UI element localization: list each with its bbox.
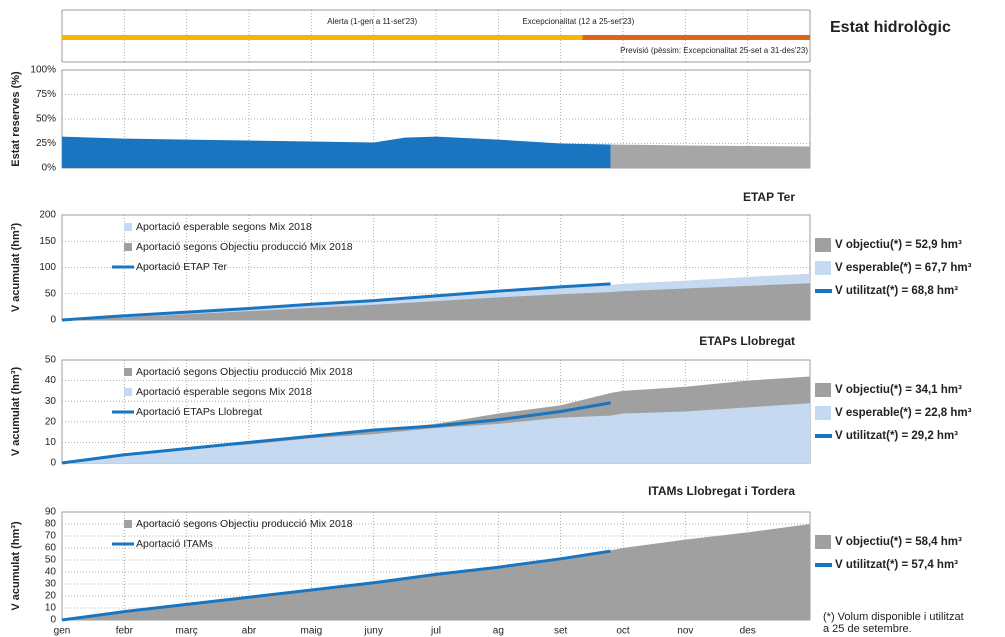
y-axis-label: Estat reserves (%): [10, 71, 22, 167]
footnote: a 25 de setembre.: [823, 623, 912, 635]
y-tick-label: 25%: [36, 138, 56, 149]
summary-text: V objectiu(*) = 58,4 hm³: [835, 536, 962, 548]
area: [610, 144, 810, 168]
area: [62, 524, 810, 620]
summary-swatch: [815, 406, 831, 420]
legend-label: Aportació esperable segons Mix 2018: [136, 221, 312, 233]
summary-text: V esperable(*) = 67,7 hm³: [835, 262, 972, 274]
chart-title: ITAMs Llobregat i Tordera: [648, 484, 795, 498]
summary-text: V esperable(*) = 22,8 hm³: [835, 407, 972, 419]
y-tick-label: 75%: [36, 89, 56, 100]
x-tick-label: maig: [300, 626, 322, 637]
chart-title: ETAPs Llobregat: [699, 334, 795, 348]
y-tick-label: 90: [45, 507, 57, 518]
x-tick-label: oct: [616, 626, 630, 637]
status-label: Alerta (1-gen a 11-set'23): [327, 17, 417, 26]
x-tick-label: abr: [242, 626, 257, 637]
y-tick-label: 150: [39, 236, 56, 247]
chart-title: ETAP Ter: [743, 190, 795, 204]
legend-swatch: [124, 223, 132, 231]
summary-text: V objectiu(*) = 52,9 hm³: [835, 239, 962, 251]
y-tick-label: 50: [45, 555, 57, 566]
y-tick-label: 200: [39, 210, 56, 221]
line: [61, 549, 611, 622]
summary-text: V utilitzat(*) = 57,4 hm³: [835, 559, 958, 571]
y-tick-label: 20: [45, 591, 57, 602]
x-tick-label: nov: [677, 626, 693, 637]
summary-swatch: [815, 383, 831, 397]
y-tick-label: 0: [50, 615, 56, 626]
area: [62, 403, 810, 463]
y-tick-label: 10: [45, 603, 57, 614]
forecast-note: Previsió (pèssim: Excepcionalitat 25-set…: [620, 46, 808, 55]
line: [61, 401, 611, 465]
y-tick-label: 60: [45, 543, 57, 554]
summary-swatch: [815, 238, 831, 252]
x-tick-label: jul: [430, 626, 441, 637]
x-tick-label: juny: [363, 626, 382, 637]
x-tick-label: març: [176, 626, 198, 637]
y-tick-label: 40: [45, 567, 57, 578]
legend-label: Aportació ETAP Ter: [136, 261, 228, 273]
x-tick-label: ag: [493, 626, 504, 637]
legend-label: Aportació segons Objectiu producció Mix …: [136, 366, 353, 378]
y-tick-label: 0: [50, 458, 56, 469]
y-tick-label: 30: [45, 579, 57, 590]
legend-label: Aportació segons Objectiu producció Mix …: [136, 518, 353, 530]
y-axis-label: V acumulat (hm³): [10, 521, 22, 611]
legend-label: Aportació ITAMs: [136, 538, 213, 550]
y-tick-label: 50: [45, 355, 57, 366]
y-tick-label: 70: [45, 531, 57, 542]
legend-swatch: [124, 520, 132, 528]
line: [61, 282, 611, 322]
legend-label: Aportació segons Objectiu producció Mix …: [136, 241, 353, 253]
y-tick-label: 100%: [30, 65, 56, 76]
legend-label: Aportació ETAPs Llobregat: [136, 406, 262, 418]
summary-text: V utilitzat(*) = 68,8 hm³: [835, 285, 958, 297]
summary-text: V utilitzat(*) = 29,2 hm³: [835, 430, 958, 442]
y-tick-label: 100: [39, 262, 56, 273]
x-tick-label: des: [740, 626, 756, 637]
y-tick-label: 0: [50, 315, 56, 326]
status-bar: [62, 35, 583, 40]
summary-swatch: [815, 535, 831, 549]
legend-label: Aportació esperable segons Mix 2018: [136, 386, 312, 398]
status-label: Excepcionalitat (12 a 25-set'23): [522, 17, 634, 26]
status-bar: [582, 35, 810, 40]
x-tick-label: gen: [54, 626, 71, 637]
y-tick-label: 10: [45, 437, 57, 448]
chart-title: Estat hidrològic: [830, 19, 951, 36]
y-tick-label: 0%: [42, 163, 57, 174]
summary-text: V objectiu(*) = 34,1 hm³: [835, 384, 962, 396]
y-tick-label: 50: [45, 288, 57, 299]
summary-swatch: [815, 261, 831, 275]
y-axis-label: V acumulat (hm³): [10, 367, 22, 457]
y-tick-label: 80: [45, 519, 57, 530]
y-tick-label: 20: [45, 416, 57, 427]
y-tick-label: 40: [45, 375, 57, 386]
x-tick-label: febr: [116, 626, 134, 637]
y-tick-label: 50%: [36, 114, 56, 125]
y-axis-label: V acumulat (hm³): [10, 223, 22, 313]
x-tick-label: set: [554, 626, 568, 637]
legend-swatch: [124, 368, 132, 376]
y-tick-label: 30: [45, 396, 57, 407]
area: [62, 136, 611, 168]
legend-swatch: [124, 388, 132, 396]
area: [62, 283, 810, 320]
legend-swatch: [124, 243, 132, 251]
footnote: (*) Volum disponible i utilitzat: [823, 611, 964, 623]
